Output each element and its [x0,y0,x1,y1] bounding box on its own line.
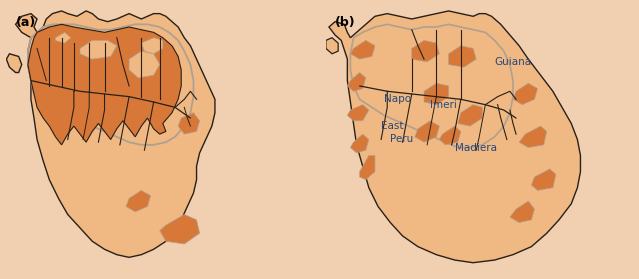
Polygon shape [532,169,556,190]
Polygon shape [129,51,160,78]
Polygon shape [424,83,449,105]
Polygon shape [126,190,151,212]
Text: East: East [381,121,404,131]
Text: Peru: Peru [390,134,413,145]
Polygon shape [348,105,369,121]
Polygon shape [329,11,580,263]
Text: Madiera: Madiera [455,143,497,153]
Polygon shape [412,40,440,62]
Polygon shape [513,83,537,105]
Text: Napo: Napo [384,94,412,104]
Polygon shape [449,46,476,67]
Text: Imeri: Imeri [430,100,457,110]
Polygon shape [348,73,366,91]
Polygon shape [415,121,440,142]
Polygon shape [141,38,163,54]
Polygon shape [326,38,338,54]
Polygon shape [178,113,199,134]
Polygon shape [6,54,22,73]
Text: Guiana: Guiana [495,57,532,67]
Polygon shape [458,105,482,126]
Polygon shape [510,201,534,223]
Polygon shape [350,134,369,153]
Polygon shape [160,215,199,244]
Polygon shape [15,11,215,257]
Polygon shape [519,126,547,148]
Polygon shape [440,126,461,145]
Polygon shape [360,156,375,180]
Polygon shape [350,40,375,59]
Text: (a): (a) [15,16,36,29]
Polygon shape [56,32,71,43]
Polygon shape [80,40,117,59]
Text: (b): (b) [335,16,356,29]
Polygon shape [28,24,181,145]
